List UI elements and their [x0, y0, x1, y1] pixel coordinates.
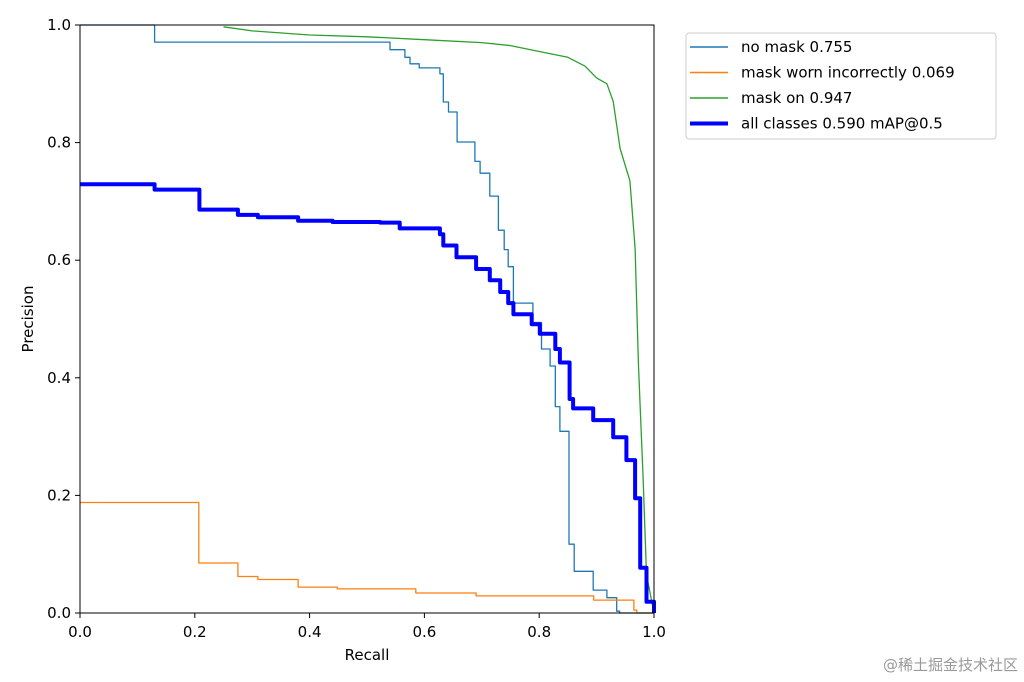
series-layer — [80, 24, 656, 614]
legend-box — [685, 32, 997, 140]
series-line-0 — [80, 24, 654, 614]
x-tick-label: 1.0 — [642, 623, 666, 641]
y-tick-label: 1.0 — [47, 16, 71, 34]
y-tick-label: 0.4 — [47, 369, 71, 387]
y-tick-label: 0.2 — [47, 486, 71, 504]
legend: no mask 0.755 mask worn incorrectly 0.069… — [685, 32, 997, 140]
x-tick-label: 0.0 — [68, 623, 92, 641]
legend-label-3: all classes 0.590 mAP@0.5 — [741, 115, 943, 133]
x-axis-label: Recall — [345, 646, 390, 664]
x-tick-label: 0.4 — [298, 623, 322, 641]
series-line-3 — [80, 182, 656, 613]
legend-label-2: mask on 0.947 — [741, 89, 852, 107]
legend-label-0: no mask 0.755 — [741, 38, 852, 56]
plot-frame — [79, 24, 655, 614]
series-line-1 — [80, 501, 654, 614]
y-tick-label: 0.8 — [47, 134, 71, 152]
x-tick-label: 0.8 — [527, 623, 551, 641]
y-tick-label: 0.0 — [47, 604, 71, 622]
watermark: @稀土掘金技术社区 — [883, 656, 1018, 674]
ticks-layer: 0.0 0.2 0.4 0.6 0.8 1.0 0.0 0.2 0.4 0.6 0.8 1.0 — [47, 16, 666, 641]
legend-label-1: mask worn incorrectly 0.069 — [741, 64, 955, 82]
y-tick-label: 0.6 — [47, 251, 71, 269]
series-line-2 — [223, 26, 655, 614]
x-tick-label: 0.2 — [183, 623, 207, 641]
y-axis-label: Precision — [19, 286, 37, 353]
x-tick-label: 0.6 — [412, 623, 436, 641]
